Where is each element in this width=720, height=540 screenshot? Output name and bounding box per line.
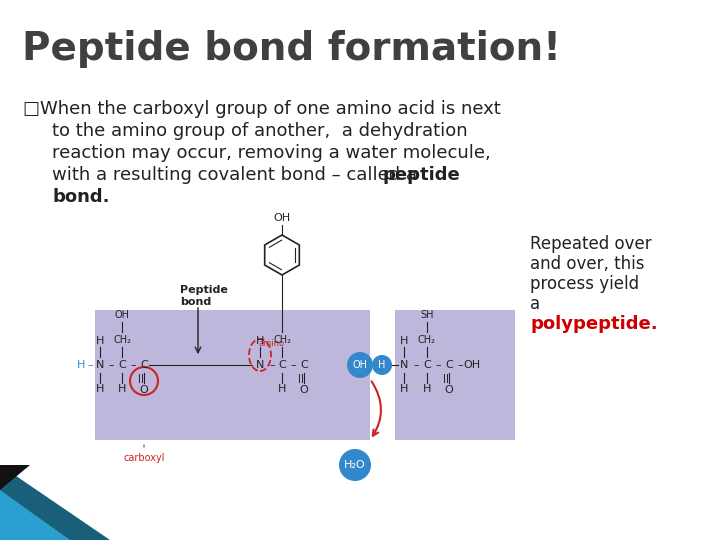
Text: –: – <box>87 360 93 370</box>
Text: reaction may occur, removing a water molecule,: reaction may occur, removing a water mol… <box>52 144 491 162</box>
Text: C: C <box>140 360 148 370</box>
Text: O: O <box>140 385 148 395</box>
Text: –: – <box>108 360 114 370</box>
Text: –: – <box>269 360 275 370</box>
Text: polypeptide.: polypeptide. <box>530 315 657 333</box>
Text: OH: OH <box>114 310 130 320</box>
Text: bond.: bond. <box>52 188 109 206</box>
Text: CH₂: CH₂ <box>418 335 436 345</box>
Text: H: H <box>96 336 104 346</box>
Text: and over, this: and over, this <box>530 255 644 273</box>
Text: C: C <box>423 360 431 370</box>
FancyBboxPatch shape <box>250 310 370 440</box>
Text: H: H <box>378 360 386 370</box>
Text: H: H <box>118 384 126 394</box>
Text: –: – <box>457 360 463 370</box>
Text: C: C <box>118 360 126 370</box>
Text: C: C <box>445 360 453 370</box>
Text: □: □ <box>22 100 39 118</box>
Text: O: O <box>300 385 308 395</box>
Text: O: O <box>445 385 454 395</box>
Text: C: C <box>300 360 308 370</box>
Text: process yield: process yield <box>530 275 639 293</box>
Text: N: N <box>256 360 264 370</box>
Text: –: – <box>130 360 136 370</box>
Text: amino: amino <box>259 339 285 348</box>
Text: a: a <box>530 295 540 313</box>
Text: peptide: peptide <box>382 166 460 184</box>
Text: H: H <box>278 384 286 394</box>
FancyBboxPatch shape <box>95 310 250 440</box>
Text: CH₂: CH₂ <box>113 335 131 345</box>
Text: H₂O: H₂O <box>344 460 366 470</box>
Circle shape <box>372 355 392 375</box>
Text: H: H <box>400 384 408 394</box>
Text: –: – <box>435 360 441 370</box>
Text: SH: SH <box>420 310 433 320</box>
Text: H: H <box>423 384 431 394</box>
Text: When the carboxyl group of one amino acid is next: When the carboxyl group of one amino aci… <box>40 100 500 118</box>
Text: OH: OH <box>353 360 367 370</box>
Text: N: N <box>96 360 104 370</box>
Polygon shape <box>0 465 110 540</box>
Polygon shape <box>0 490 70 540</box>
Text: H: H <box>400 336 408 346</box>
Text: N: N <box>400 360 408 370</box>
Text: H: H <box>256 336 264 346</box>
Text: carboxyl: carboxyl <box>123 453 165 463</box>
Text: CH₂: CH₂ <box>273 335 291 345</box>
Polygon shape <box>0 465 30 490</box>
Text: Peptide: Peptide <box>180 285 228 295</box>
Text: with a resulting covalent bond – called a: with a resulting covalent bond – called … <box>52 166 423 184</box>
Text: H: H <box>96 384 104 394</box>
Text: Repeated over: Repeated over <box>530 235 652 253</box>
Text: C: C <box>278 360 286 370</box>
Text: bond: bond <box>180 297 211 307</box>
FancyBboxPatch shape <box>395 310 515 440</box>
Text: to the amino group of another,  a dehydration: to the amino group of another, a dehydra… <box>52 122 467 140</box>
Text: –: – <box>290 360 296 370</box>
Circle shape <box>339 449 371 481</box>
Circle shape <box>347 352 373 378</box>
Text: OH: OH <box>274 213 291 223</box>
Text: Peptide bond formation!: Peptide bond formation! <box>22 30 561 68</box>
Text: OH: OH <box>464 360 480 370</box>
Text: H: H <box>77 360 85 370</box>
Text: –: – <box>413 360 419 370</box>
